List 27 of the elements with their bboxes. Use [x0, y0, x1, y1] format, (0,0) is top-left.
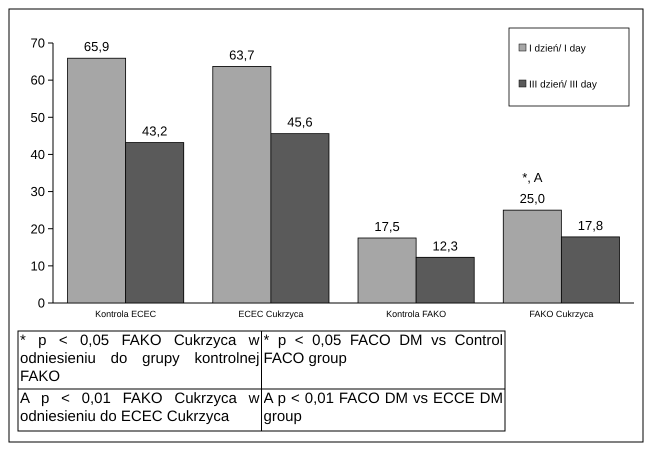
data-label: 65,9	[84, 39, 110, 54]
y-tick-label: 20	[30, 221, 45, 236]
text: * p < 0,05 FACO DM vs Control FACO group	[264, 332, 503, 368]
data-label: 17,5	[374, 219, 400, 234]
y-tick-label: 0	[38, 296, 45, 311]
y-tick-label: 50	[30, 110, 45, 125]
y-tick-label: 40	[30, 146, 45, 162]
data-label: 25,0	[520, 191, 545, 206]
x-tick-label: FAKO Cukrzyca	[529, 309, 594, 319]
legend-label: III dzień/ III day	[529, 80, 597, 90]
data-label: 45,6	[287, 114, 313, 130]
data-label: 43,2	[142, 124, 168, 139]
legend-label: I dzień/ I day	[529, 44, 586, 54]
text: A p < 0,01 FACO DM vs ECCE DM group	[264, 390, 503, 426]
x-tick-label: Kontrola ECEC	[95, 309, 157, 319]
y-tick-label: 70	[30, 36, 45, 51]
data-label: 17,8	[578, 218, 604, 233]
text: * p < 0,05 FAKO Cukrzyca w odniesieniu do grupy kontrolnej FAKO	[20, 332, 260, 386]
x-tick-label: Kontrola FAKO	[386, 309, 446, 319]
annotation: *, A	[522, 170, 543, 186]
y-tick-label: 60	[30, 72, 45, 88]
data-label: 63,7	[229, 47, 254, 62]
data-label: 12,3	[432, 238, 458, 254]
y-tick-label: 10	[30, 258, 45, 274]
y-tick-label: 30	[30, 184, 45, 200]
text: A p < 0,01 FAKO Cukrzyca w odniesieniu do ECEC Cukrzyca	[20, 390, 260, 426]
x-tick-label: ECEC Cukrzyca	[238, 309, 304, 319]
